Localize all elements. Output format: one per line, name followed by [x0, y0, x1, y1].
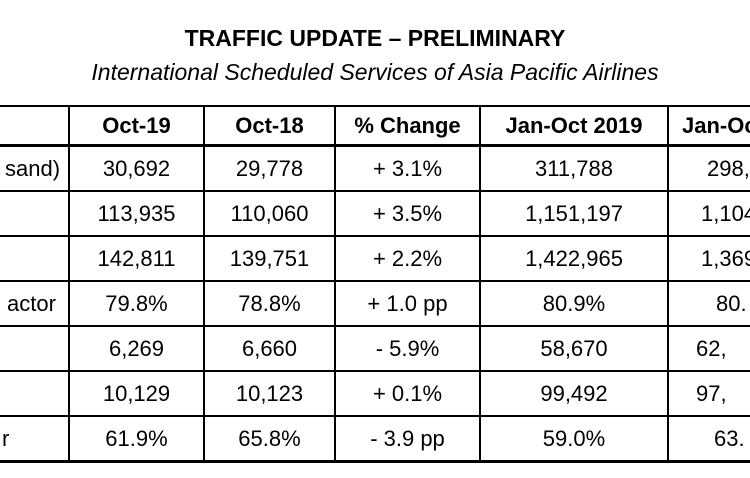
row-label	[0, 370, 70, 417]
data-cell: 65.8%	[203, 415, 336, 463]
row-label	[0, 235, 70, 282]
data-cell: + 0.1%	[334, 370, 481, 417]
traffic-table: Oct-19 Oct-18 % Change Jan-Oct 2019 Jan-…	[0, 105, 750, 463]
table-row: 113,935 110,060 + 3.5% 1,151,197 1,104	[0, 190, 750, 237]
data-cell: 80.	[667, 280, 750, 327]
data-cell: 99,492	[479, 370, 669, 417]
row-label: actor	[0, 280, 70, 327]
row-label	[0, 190, 70, 237]
data-cell: 142,811	[68, 235, 205, 282]
data-cell: 62,	[667, 325, 750, 372]
table-row: 10,129 10,123 + 0.1% 99,492 97,	[0, 370, 750, 417]
data-cell: + 1.0 pp	[334, 280, 481, 327]
traffic-table-container: Oct-19 Oct-18 % Change Jan-Oct 2019 Jan-…	[0, 105, 750, 463]
data-cell: 139,751	[203, 235, 336, 282]
table-row: 6,269 6,660 - 5.9% 58,670 62,	[0, 325, 750, 372]
data-cell: 1,104	[667, 190, 750, 237]
table-row: r 61.9% 65.8% - 3.9 pp 59.0% 63.	[0, 415, 750, 463]
data-cell: 311,788	[479, 144, 669, 192]
data-cell: 97,	[667, 370, 750, 417]
header-oct-18: Oct-18	[203, 105, 336, 147]
data-cell: 6,660	[203, 325, 336, 372]
header-oct-19: Oct-19	[68, 105, 205, 147]
data-cell: + 2.2%	[334, 235, 481, 282]
data-cell: 29,778	[203, 144, 336, 192]
page-subtitle: International Scheduled Services of Asia…	[91, 59, 659, 86]
table-row: actor 79.8% 78.8% + 1.0 pp 80.9% 80.	[0, 280, 750, 327]
data-cell: 113,935	[68, 190, 205, 237]
data-cell: 1,151,197	[479, 190, 669, 237]
header-jan-oct-2019: Jan-Oct 2019	[479, 105, 669, 147]
data-cell: 61.9%	[68, 415, 205, 463]
data-cell: 298,	[667, 144, 750, 192]
data-cell: 30,692	[68, 144, 205, 192]
data-cell: + 3.5%	[334, 190, 481, 237]
header-row: Oct-19 Oct-18 % Change Jan-Oct 2019 Jan-…	[0, 105, 750, 147]
table-row: sand) 30,692 29,778 + 3.1% 311,788 298,	[0, 144, 750, 192]
data-cell: 59.0%	[479, 415, 669, 463]
data-cell: - 3.9 pp	[334, 415, 481, 463]
data-cell: 63.	[667, 415, 750, 463]
data-cell: 10,123	[203, 370, 336, 417]
data-cell: 1,369	[667, 235, 750, 282]
data-cell: 110,060	[203, 190, 336, 237]
header-jan-oct-2018: Jan-Oct	[667, 105, 750, 147]
table-row: 142,811 139,751 + 2.2% 1,422,965 1,369	[0, 235, 750, 282]
header-empty	[0, 105, 70, 147]
data-cell: 78.8%	[203, 280, 336, 327]
row-label: sand)	[0, 144, 70, 192]
page-title: TRAFFIC UPDATE – PRELIMINARY	[184, 25, 566, 51]
row-label	[0, 325, 70, 372]
data-cell: 1,422,965	[479, 235, 669, 282]
data-cell: 80.9%	[479, 280, 669, 327]
data-cell: 6,269	[68, 325, 205, 372]
data-cell: - 5.9%	[334, 325, 481, 372]
header-pct-change: % Change	[334, 105, 481, 147]
row-label: r	[0, 415, 70, 463]
data-cell: + 3.1%	[334, 144, 481, 192]
data-cell: 79.8%	[68, 280, 205, 327]
data-cell: 10,129	[68, 370, 205, 417]
data-cell: 58,670	[479, 325, 669, 372]
